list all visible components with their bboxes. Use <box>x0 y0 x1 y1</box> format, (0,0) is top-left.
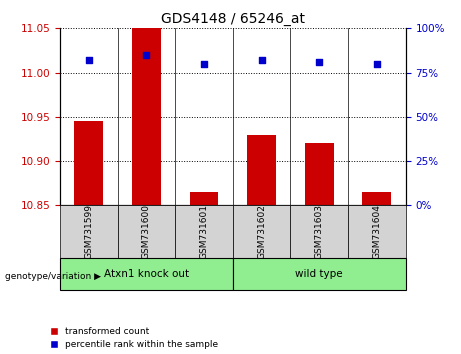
Text: wild type: wild type <box>296 269 343 279</box>
Text: genotype/variation ▶: genotype/variation ▶ <box>5 272 100 281</box>
Bar <box>189 192 219 205</box>
Bar <box>132 28 161 205</box>
Point <box>373 61 381 67</box>
Bar <box>362 192 391 205</box>
Point <box>315 59 323 65</box>
Text: GSM731601: GSM731601 <box>200 204 208 259</box>
Bar <box>233 205 290 258</box>
Point <box>142 52 150 58</box>
Bar <box>305 143 334 205</box>
Point <box>200 61 207 67</box>
Bar <box>74 121 103 205</box>
Point <box>85 57 92 63</box>
Text: GSM731600: GSM731600 <box>142 204 151 259</box>
Text: GSM731603: GSM731603 <box>315 204 324 259</box>
Text: GSM731604: GSM731604 <box>372 204 381 259</box>
Bar <box>60 258 233 290</box>
Bar <box>247 135 276 205</box>
Bar <box>290 205 348 258</box>
Legend: transformed count, percentile rank within the sample: transformed count, percentile rank withi… <box>51 327 218 349</box>
Title: GDS4148 / 65246_at: GDS4148 / 65246_at <box>161 12 305 26</box>
Bar <box>233 258 406 290</box>
Text: GSM731599: GSM731599 <box>84 204 93 259</box>
Point <box>258 57 266 63</box>
Bar <box>348 205 406 258</box>
Text: Atxn1 knock out: Atxn1 knock out <box>104 269 189 279</box>
Text: GSM731602: GSM731602 <box>257 204 266 259</box>
Bar <box>60 205 118 258</box>
Bar <box>175 205 233 258</box>
Bar <box>118 205 175 258</box>
